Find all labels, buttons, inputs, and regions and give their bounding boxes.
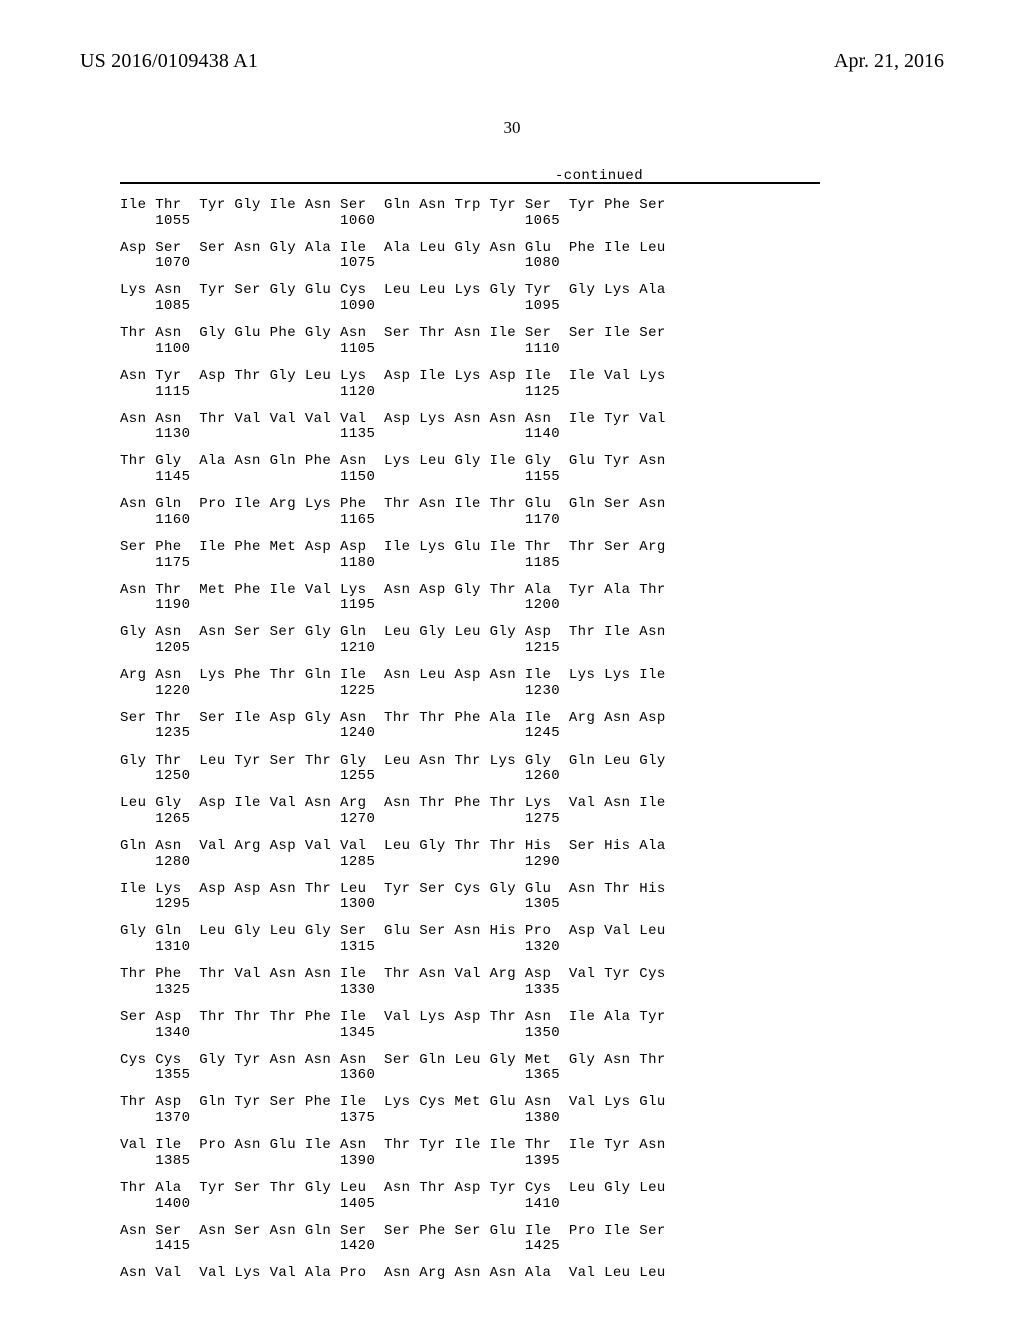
sequence-block: Cys Cys Gly Tyr Asn Asn Asn Ser Gln Leu … [120,1053,820,1084]
sequence-block: Thr Ala Tyr Ser Thr Gly Leu Asn Thr Asp … [120,1181,820,1212]
page-number: 30 [0,118,1024,138]
sequence-block: Lys Asn Tyr Ser Gly Glu Cys Leu Leu Lys … [120,283,820,314]
sequence-block: Thr Asn Gly Glu Phe Gly Asn Ser Thr Asn … [120,326,820,357]
sequence-block: Ile Thr Tyr Gly Ile Asn Ser Gln Asn Trp … [120,198,820,229]
sequence-block: Gly Thr Leu Tyr Ser Thr Gly Leu Asn Thr … [120,754,820,785]
sequence-block: Ile Lys Asp Asp Asn Thr Leu Tyr Ser Cys … [120,882,820,913]
sequence-block: Gln Asn Val Arg Asp Val Val Leu Gly Thr … [120,839,820,870]
sequence-block: Asn Gln Pro Ile Arg Lys Phe Thr Asn Ile … [120,497,820,528]
sequence-block: Ser Asp Thr Thr Thr Phe Ile Val Lys Asp … [120,1010,820,1041]
sequence-block: Asn Thr Met Phe Ile Val Lys Asn Asp Gly … [120,583,820,614]
sequence-block: Ser Phe Ile Phe Met Asp Asp Ile Lys Glu … [120,540,820,571]
sequence-block: Leu Gly Asp Ile Val Asn Arg Asn Thr Phe … [120,796,820,827]
sequence-block: Asn Tyr Asp Thr Gly Leu Lys Asp Ile Lys … [120,369,820,400]
sequence-block: Thr Gly Ala Asn Gln Phe Asn Lys Leu Gly … [120,454,820,485]
page: US 2016/0109438 A1 Apr. 21, 2016 30 -con… [0,0,1024,1320]
sequence-block: Thr Phe Thr Val Asn Asn Ile Thr Asn Val … [120,967,820,998]
sequence-block: Gly Asn Asn Ser Ser Gly Gln Leu Gly Leu … [120,625,820,656]
sequence-block: Gly Gln Leu Gly Leu Gly Ser Glu Ser Asn … [120,924,820,955]
sequence-listing: Ile Thr Tyr Gly Ile Asn Ser Gln Asn Trp … [120,182,820,1282]
sequence-block: Asn Ser Asn Ser Asn Gln Ser Ser Phe Ser … [120,1224,820,1255]
sequence-block: Asn Val Val Lys Val Ala Pro Asn Arg Asn … [120,1266,820,1282]
sequence-block: Arg Asn Lys Phe Thr Gln Ile Asn Leu Asp … [120,668,820,699]
publication-date: Apr. 21, 2016 [834,50,944,73]
sequence-block: Asp Ser Ser Asn Gly Ala Ile Ala Leu Gly … [120,241,820,272]
sequence-block: Asn Asn Thr Val Val Val Val Asp Lys Asn … [120,412,820,443]
publication-number: US 2016/0109438 A1 [80,50,258,73]
sequence-block: Ser Thr Ser Ile Asp Gly Asn Thr Thr Phe … [120,711,820,742]
sequence-block: Thr Asp Gln Tyr Ser Phe Ile Lys Cys Met … [120,1095,820,1126]
sequence-block: Val Ile Pro Asn Glu Ile Asn Thr Tyr Ile … [120,1138,820,1169]
